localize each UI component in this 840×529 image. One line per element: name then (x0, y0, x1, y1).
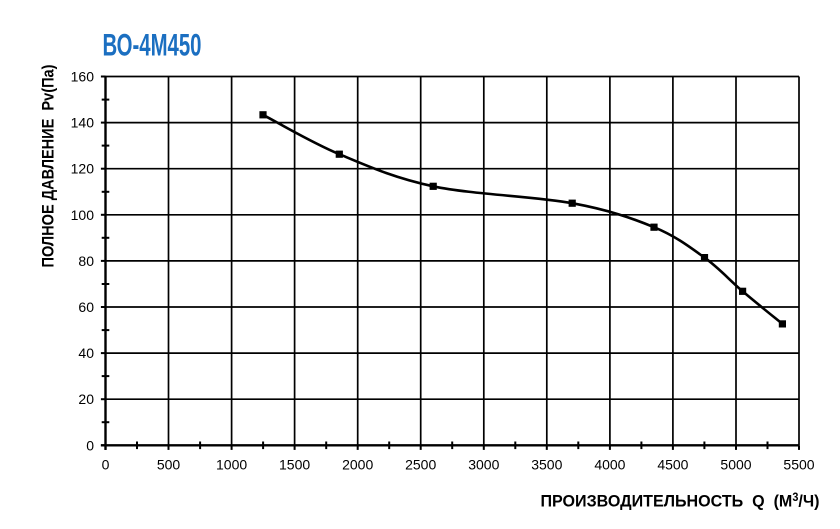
svg-text:0: 0 (86, 437, 94, 453)
svg-text:ПОЛНОЕ ДАВЛЕНИЕ Pv(Па): ПОЛНОЕ ДАВЛЕНИЕ Pv(Па) (40, 65, 58, 268)
svg-text:4500: 4500 (657, 457, 688, 473)
svg-text:140: 140 (71, 115, 95, 131)
svg-text:4000: 4000 (594, 457, 625, 473)
svg-text:120: 120 (71, 161, 95, 177)
svg-text:0: 0 (102, 457, 110, 473)
svg-text:5000: 5000 (720, 457, 751, 473)
svg-text:500: 500 (157, 457, 181, 473)
svg-text:2000: 2000 (342, 457, 373, 473)
svg-text:2500: 2500 (405, 457, 436, 473)
svg-text:5500: 5500 (783, 457, 814, 473)
svg-text:60: 60 (78, 299, 94, 315)
svg-text:1500: 1500 (279, 457, 310, 473)
svg-text:3500: 3500 (531, 457, 562, 473)
svg-text:20: 20 (78, 391, 94, 407)
svg-text:1000: 1000 (216, 457, 247, 473)
svg-text:80: 80 (78, 253, 94, 269)
svg-text:ПРОИЗВОДИТЕЛЬНОСТЬ Q (М3/Ч): ПРОИЗВОДИТЕЛЬНОСТЬ Q (М3/Ч) (541, 492, 820, 511)
svg-text:ВО-4М450: ВО-4М450 (103, 27, 202, 63)
svg-text:40: 40 (78, 345, 94, 361)
svg-text:100: 100 (71, 207, 95, 223)
svg-text:160: 160 (71, 69, 95, 85)
svg-text:3000: 3000 (468, 457, 499, 473)
